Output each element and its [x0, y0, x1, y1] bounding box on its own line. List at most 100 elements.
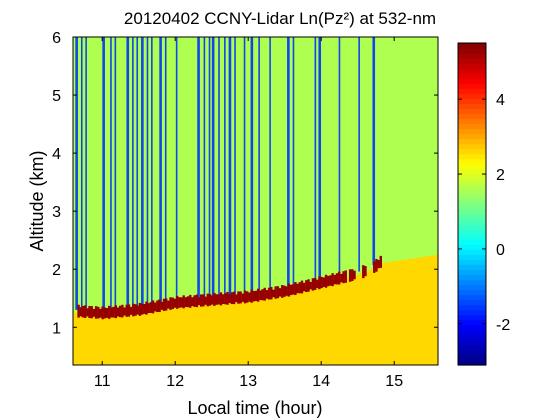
signal-streak: [146, 37, 149, 307]
colorbar-cell: [458, 63, 486, 69]
colorbar-cell: [458, 173, 486, 180]
colorbar-cell: [458, 299, 486, 306]
colorbar-cell: [458, 359, 486, 366]
cloud-layer-segment: [105, 308, 109, 318]
signal-streak: [110, 37, 112, 311]
cloud-layer-segment: [283, 285, 286, 297]
signal-streak: [228, 37, 232, 297]
chart-title: 20120402 CCNY-Lidar Ln(Pz²) at 532-nm: [124, 9, 436, 28]
signal-streak: [292, 37, 295, 288]
cloud-layer-segment: [331, 273, 334, 287]
colorbar-cell: [458, 349, 486, 356]
y-tick-label: 6: [52, 30, 61, 47]
colorbar-cell: [458, 143, 486, 150]
cloud-layer-segment: [217, 294, 220, 305]
cloud-layer-segment: [324, 274, 328, 288]
y-tick-label: 5: [52, 88, 61, 105]
x-tick-label: 13: [239, 373, 257, 390]
colorbar-cell: [458, 153, 486, 160]
signal-streak: [250, 37, 254, 295]
cloud-layer-segment: [263, 287, 266, 301]
cloud-layer-segment: [226, 291, 229, 305]
colorbar-cell: [458, 158, 486, 165]
colorbar-cell: [458, 209, 486, 215]
y-axis-label: Altitude (km): [27, 150, 47, 251]
cloud-layer-segment: [156, 300, 159, 313]
cloud-layer-segment: [138, 302, 142, 316]
colorbar-cell: [458, 279, 486, 286]
colorbar-cell: [458, 93, 486, 99]
colorbar-cell: [458, 83, 486, 89]
cloud-layer-segment: [305, 280, 308, 293]
cloud-layer-segment: [186, 296, 190, 308]
colorbar: [457, 42, 487, 366]
signal-streak: [175, 37, 178, 302]
cloud-layer-segment: [143, 303, 146, 314]
cloud-layer-segment: [340, 273, 343, 283]
colorbar-cell: [458, 229, 486, 235]
colorbar-cell: [458, 78, 486, 84]
cloud-layer-segment: [327, 275, 330, 287]
x-tick-label: 15: [385, 373, 403, 390]
signal-streak: [208, 37, 211, 299]
colorbar-tick-label: 2: [496, 167, 505, 184]
colorbar-cell: [458, 254, 486, 260]
cloud-layer-segment: [254, 290, 258, 302]
cloud-layer-segment: [252, 290, 255, 302]
cloud-layer-segment: [213, 292, 216, 306]
cloud-layer-segment: [329, 275, 332, 286]
colorbar-cell: [458, 249, 486, 255]
colorbar-cell: [458, 188, 486, 195]
colorbar-frame: [457, 42, 487, 366]
colorbar-cell: [458, 198, 486, 205]
cloud-layer-segment: [353, 270, 356, 280]
cloud-layer-segment: [309, 281, 312, 290]
cloud-layer-segment: [248, 292, 251, 302]
cloud-layer-segment: [132, 303, 135, 317]
cloud-layer-segment: [81, 305, 85, 318]
cloud-layer-segment: [134, 304, 137, 316]
cloud-layer-segment: [86, 308, 89, 317]
cloud-layer-segment: [160, 301, 163, 310]
signal-streak: [102, 37, 105, 312]
signal-streak: [141, 37, 144, 308]
cloud-layer-segment: [232, 291, 236, 305]
colorbar-cell: [458, 334, 486, 341]
colorbar-cell: [458, 289, 486, 296]
cloud-layer-segment: [149, 302, 153, 313]
signal-streak: [224, 37, 226, 298]
cloud-layer-segment: [344, 270, 347, 283]
colorbar-cell: [458, 73, 486, 79]
colorbar-tick-label: -2: [496, 317, 510, 334]
colorbar-cell: [458, 239, 486, 245]
colorbar-cell: [458, 284, 486, 291]
cloud-layer-segment: [151, 300, 155, 314]
cloud-layer-segment: [118, 305, 122, 318]
cloud-layer-segment: [121, 304, 124, 318]
cloud-layer-segment: [136, 305, 139, 315]
cloud-layer-segment: [164, 298, 168, 311]
signal-streak: [338, 37, 341, 277]
cloud-layer-segment: [110, 307, 113, 318]
signal-streak: [75, 37, 78, 310]
cloud-layer-segment: [364, 266, 367, 277]
cloud-layer-segment: [230, 292, 234, 305]
cloud-layer-segment: [221, 294, 225, 304]
colorbar-cell: [458, 58, 486, 64]
cloud-layer-segment: [215, 294, 218, 305]
cloud-layer-segment: [158, 299, 161, 312]
cloud-layer-segment: [101, 306, 104, 320]
cloud-layer-segment: [272, 289, 275, 298]
signal-streak: [197, 37, 200, 300]
colorbar-cell: [458, 108, 486, 115]
cloud-layer-segment: [195, 294, 199, 308]
colorbar-cell: [458, 123, 486, 130]
plot-area: [73, 37, 438, 365]
cloud-layer-segment: [210, 295, 214, 305]
cloud-layer-segment: [208, 294, 212, 306]
signal-streak: [234, 37, 236, 297]
cloud-layer-segment: [147, 303, 150, 314]
signal-streak: [136, 37, 139, 309]
cloud-layer-segment: [175, 295, 179, 309]
y-tick-label: 4: [52, 146, 61, 163]
